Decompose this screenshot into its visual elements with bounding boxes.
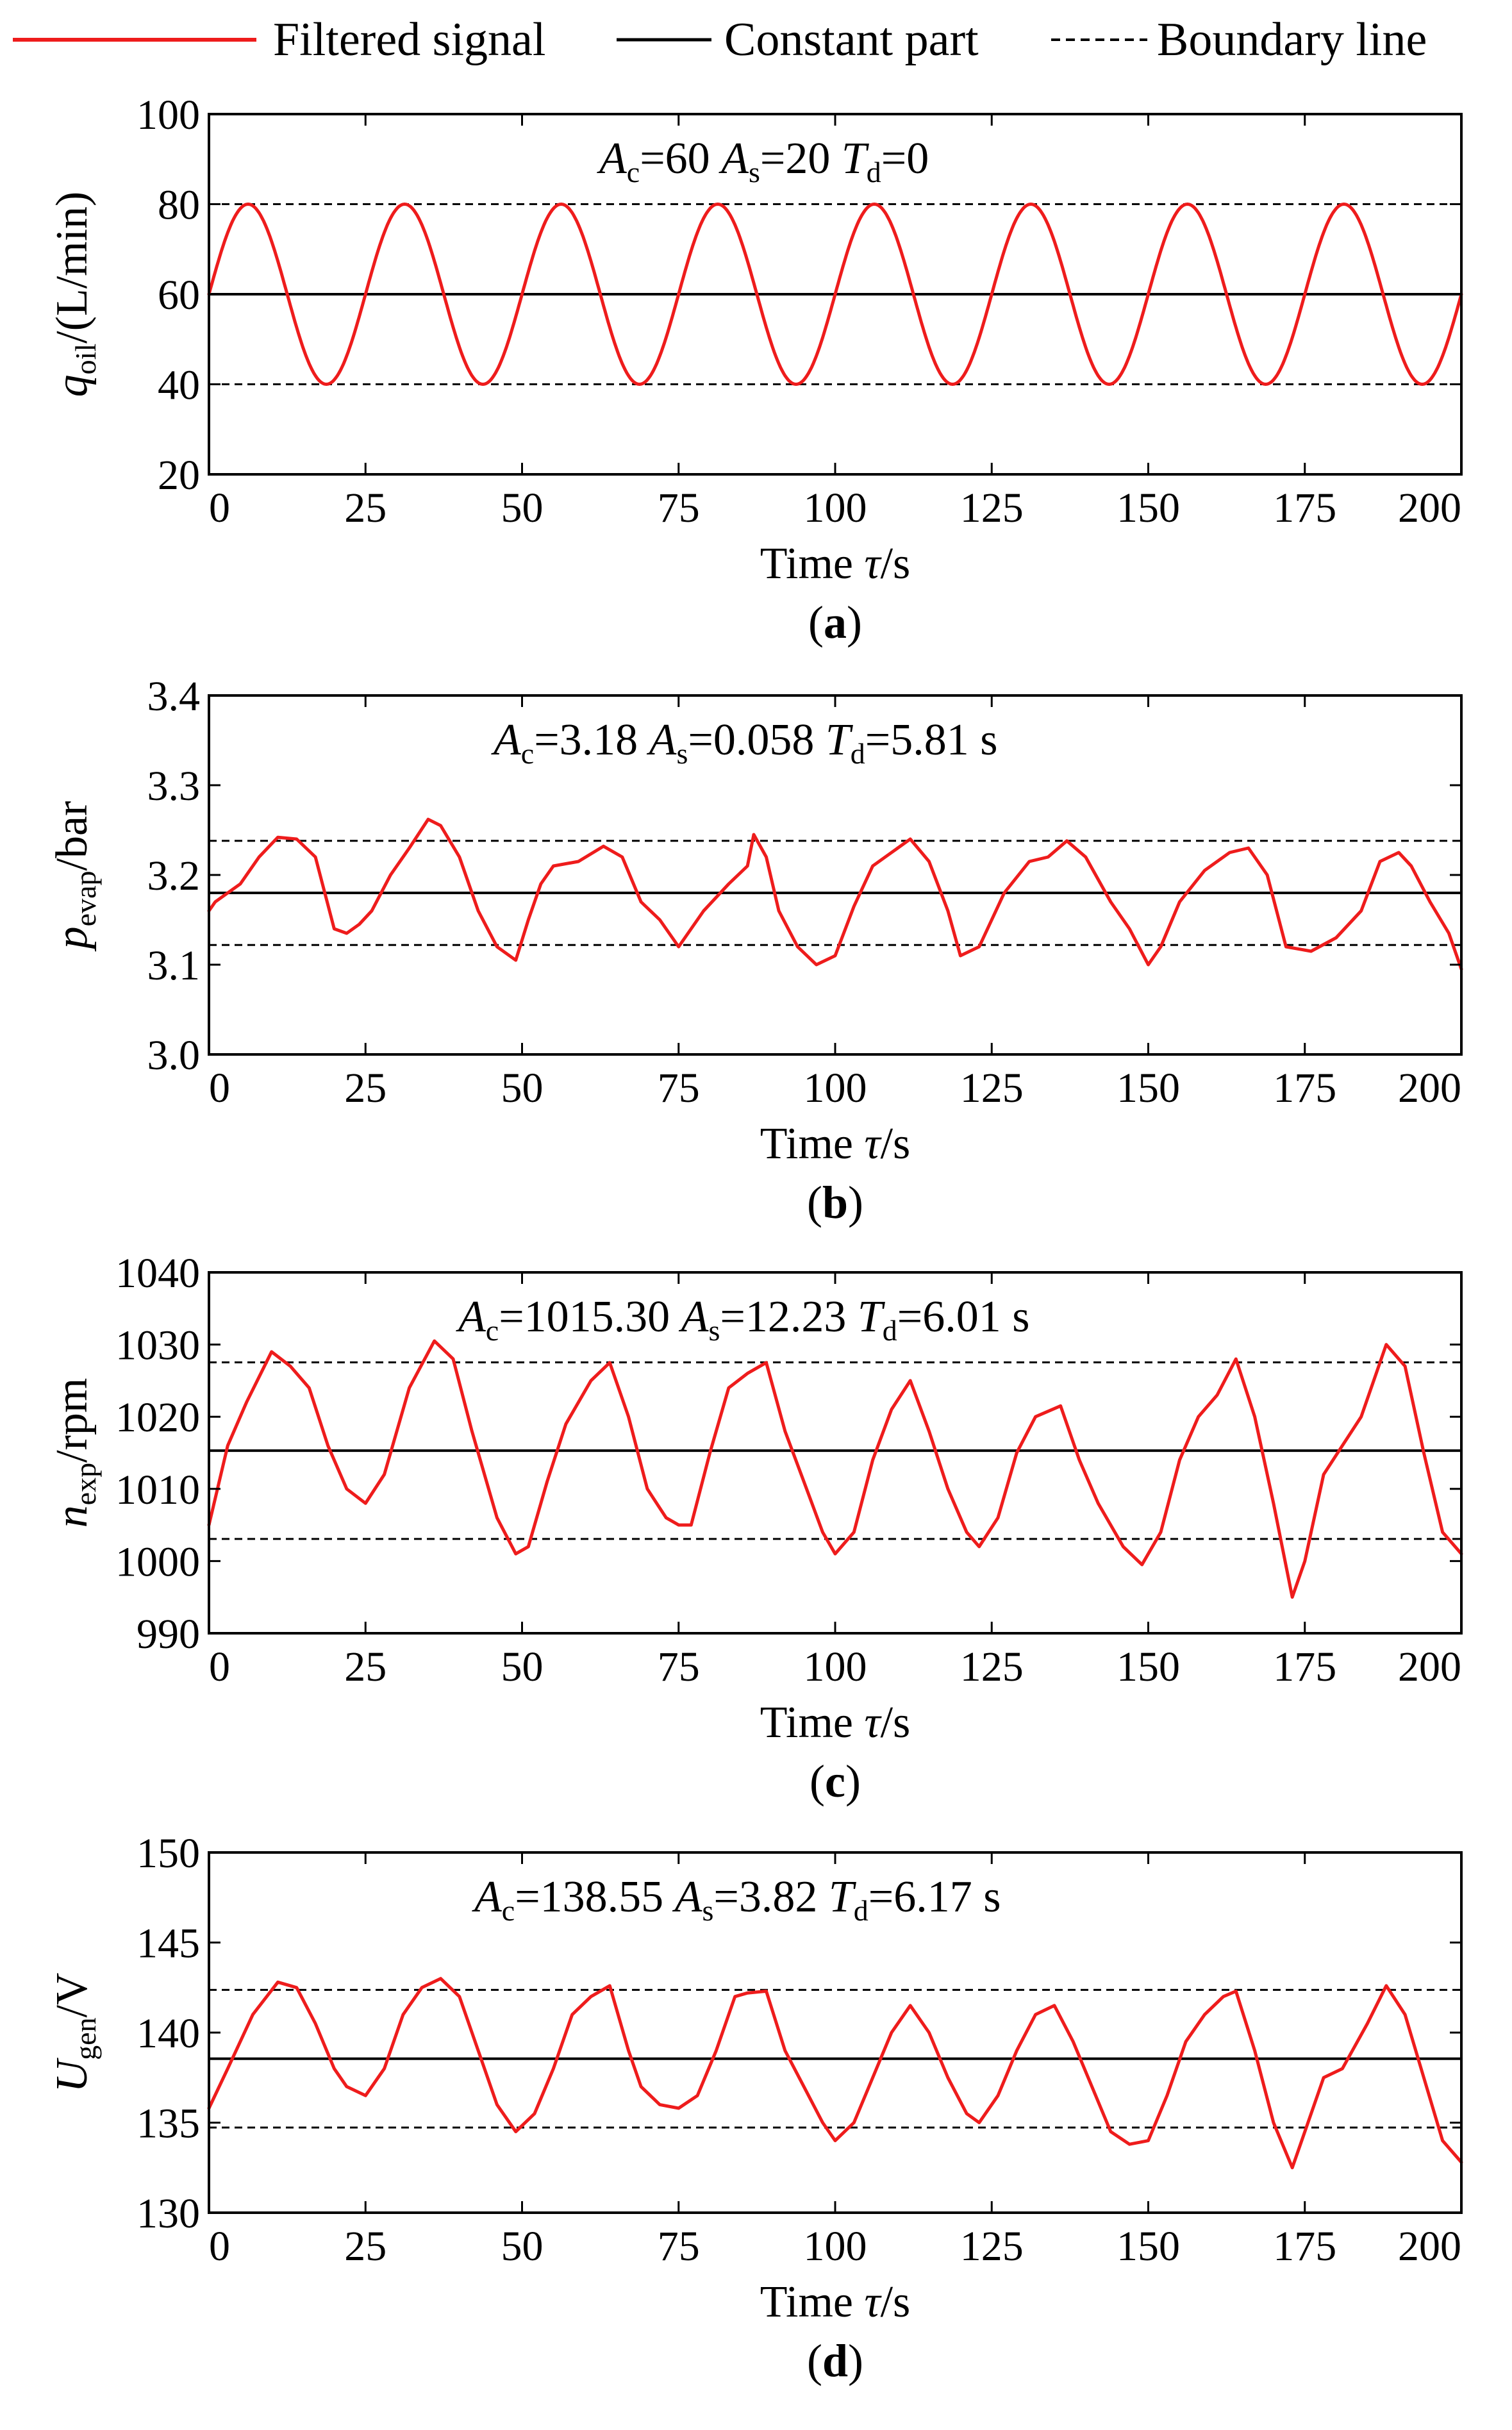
x-tick-label: 75 [658,1065,700,1111]
x-tick-label: 100 [804,2223,867,2270]
x-tick-label: 125 [960,1065,1024,1111]
legend-boundary-label: Boundary line [1157,13,1427,66]
y-tick-label: 150 [137,1830,200,1877]
x-tick-label: 100 [804,1065,867,1111]
x-tick-label: 150 [1117,2223,1180,2270]
y-tick-label: 1000 [115,1538,200,1585]
x-tick-label: 200 [1398,485,1461,531]
x-tick-label: 0 [209,2223,230,2270]
x-tick-label: 75 [658,2223,700,2270]
y-axis-label: Ugen/V [47,1973,102,2093]
x-tick-label: 200 [1398,2223,1461,2270]
y-axis-label: qoil/(L/min) [47,192,102,397]
y-tick-label: 1040 [115,1250,200,1297]
filtered-signal-line [207,203,1463,386]
y-tick-label: 1020 [115,1394,200,1441]
x-tick-label: 50 [501,1065,544,1111]
legend: Filtered signal Constant part Boundary l… [13,13,1427,66]
y-tick-label: 990 [137,1611,200,1658]
filtered-signal-line [207,1977,1463,2170]
x-tick-label: 75 [658,485,700,531]
x-tick-label: 125 [960,485,1024,531]
x-tick-label: 125 [960,2223,1024,2270]
panel-b: 0 25 50 75 100 125 150 175 200 3.0 3.1 3.2 3.3 3.4 Tim… [47,673,1463,1228]
parameter-annotation: Ac=138.55 As=3.82 Td=6.17 s [472,1872,1001,1927]
y-tick-label: 135 [137,2101,200,2147]
y-tick-label: 3.2 [147,853,201,899]
legend-constant-label: Constant part [724,13,979,66]
y-tick-label: 1030 [115,1322,200,1369]
y-tick-label: 140 [137,2010,200,2057]
panel-label: (b) [807,1177,863,1228]
panel-c: 0 25 50 75 100 125 150 175 200 990 1000 1010 1020 103… [47,1250,1463,1807]
panels: 0 25 50 75 100 125 150 175 200 20 40 60 80 100 Time τ/… [47,92,1463,2386]
x-tick-label: 150 [1117,1644,1180,1690]
y-tick-label: 3.1 [147,942,201,989]
x-tick-label: 50 [501,485,544,531]
parameter-annotation: Ac=3.18 As=0.058 Td=5.81 s [491,715,997,770]
y-tick-label: 3.3 [147,763,201,810]
x-tick-label: 0 [209,1065,230,1111]
x-tick-label: 200 [1398,1065,1461,1111]
x-tick-label: 25 [344,485,386,531]
y-axis-label: nexp/rpm [47,1378,102,1528]
filtered-signal-line [207,817,1463,971]
y-tick-label: 145 [137,1920,200,1967]
y-tick-label: 1010 [115,1467,200,1513]
x-tick-label: 50 [501,2223,544,2270]
panel-label: (a) [808,597,862,648]
y-tick-label: 130 [137,2190,200,2237]
x-tick-label: 25 [344,1065,386,1111]
x-axis-label: Time τ/s [760,1119,911,1169]
x-tick-label: 25 [344,2223,386,2270]
y-tick-label: 100 [137,92,200,138]
x-tick-label: 175 [1273,1644,1336,1690]
parameter-annotation: Ac=60 As=20 Td=0 [597,134,929,188]
x-tick-label: 175 [1273,2223,1336,2270]
x-tick-label: 175 [1273,1065,1336,1111]
x-tick-label: 0 [209,1644,230,1690]
x-tick-label: 100 [804,1644,867,1690]
x-tick-label: 175 [1273,485,1336,531]
panel-d: 0 25 50 75 100 125 150 175 200 130 135 140 145 150 Tim… [47,1830,1463,2386]
x-tick-label: 150 [1117,1065,1180,1111]
y-tick-label: 40 [158,362,200,409]
y-tick-label: 80 [158,182,200,229]
panel-label: (d) [807,2335,863,2386]
y-axis-label: pevap/bar [47,801,102,953]
y-tick-label: 3.4 [147,673,201,720]
x-tick-label: 50 [501,1644,544,1690]
x-tick-label: 200 [1398,1644,1461,1690]
x-tick-label: 125 [960,1644,1024,1690]
x-tick-label: 100 [804,485,867,531]
parameter-annotation: Ac=1015.30 As=12.23 Td=6.01 s [456,1292,1029,1347]
filtered-signal-line [207,1339,1463,1599]
x-axis-label: Time τ/s [760,539,911,588]
y-tick-label: 20 [158,452,200,499]
x-tick-label: 0 [209,485,230,531]
y-tick-label: 3.0 [147,1032,201,1079]
y-tick-label: 60 [158,272,200,319]
panel-a: 0 25 50 75 100 125 150 175 200 20 40 60 80 100 Time τ/… [47,92,1463,648]
x-tick-label: 25 [344,1644,386,1690]
panel-label: (c) [810,1756,861,1807]
x-axis-label: Time τ/s [760,1698,911,1747]
x-tick-label: 75 [658,1644,700,1690]
x-axis-label: Time τ/s [760,2277,911,2327]
legend-filtered-label: Filtered signal [273,13,545,66]
x-tick-label: 150 [1117,485,1180,531]
